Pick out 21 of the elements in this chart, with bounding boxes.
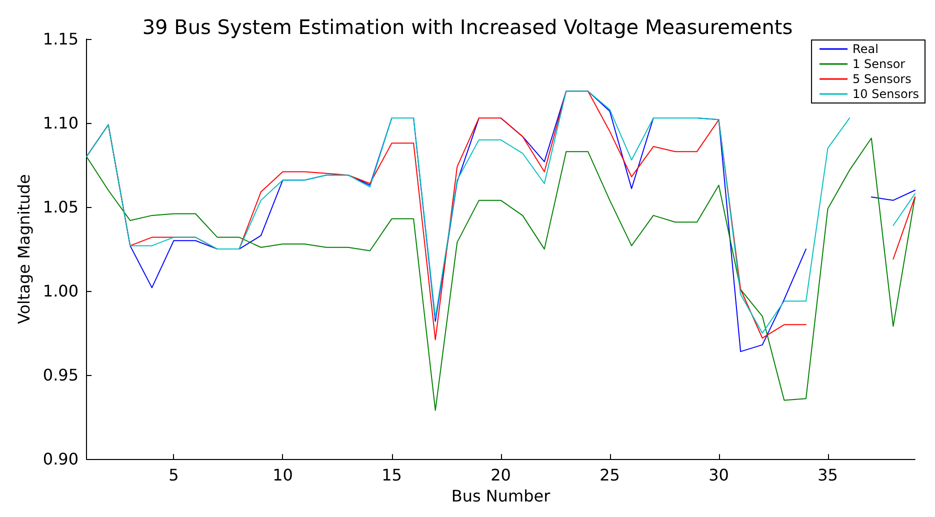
line-series xyxy=(86,138,916,411)
x-tick-label: 20 xyxy=(490,466,511,485)
chart-title: 39 Bus System Estimation with Increased Voltage Measurements xyxy=(142,15,793,39)
legend-label: Real xyxy=(852,42,878,56)
x-tick-label: 5 xyxy=(168,466,179,485)
x-tick-label: 35 xyxy=(818,466,838,485)
x-tick-label: 15 xyxy=(382,466,402,485)
legend-label: 5 Sensors xyxy=(852,72,912,86)
x-tick-label: 25 xyxy=(600,466,620,485)
x-tick-label: 10 xyxy=(272,466,293,485)
y-tick-label: 1.10 xyxy=(42,114,79,133)
legend-label: 10 Sensors xyxy=(852,87,919,101)
y-tick-label: 0.95 xyxy=(42,366,79,385)
y-tick-label: 1.00 xyxy=(42,282,79,301)
y-axis-title: Voltage Magnitude xyxy=(14,174,34,324)
x-tick-label: 30 xyxy=(708,466,729,485)
y-tick-label: 1.05 xyxy=(42,198,79,217)
y-tick-label: 0.90 xyxy=(42,450,79,469)
y-tick-label: 1.15 xyxy=(42,30,79,48)
x-axis-title: Bus Number xyxy=(451,486,551,506)
legend-label: 1 Sensor xyxy=(852,57,906,71)
